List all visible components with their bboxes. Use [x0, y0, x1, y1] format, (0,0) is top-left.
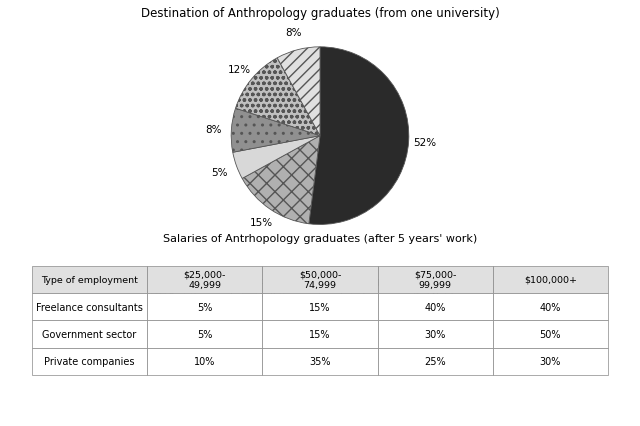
Text: 52%: 52%	[413, 138, 436, 148]
Text: 8%: 8%	[205, 125, 222, 135]
Wedge shape	[242, 136, 320, 224]
Text: 15%: 15%	[250, 218, 273, 228]
Wedge shape	[309, 48, 409, 225]
Title: Destination of Anthropology graduates (from one university): Destination of Anthropology graduates (f…	[141, 7, 499, 20]
Text: 8%: 8%	[285, 29, 301, 38]
Text: 5%: 5%	[211, 167, 228, 177]
Legend: Full-time work, Part-time work, Part-time work + postgrad study, Full-time postg: Full-time work, Part-time work, Part-tim…	[147, 273, 493, 305]
Text: The Chart Below Shows What Anthropology Graduates from One University: The Chart Below Shows What Anthropology …	[70, 397, 570, 410]
Wedge shape	[233, 136, 320, 179]
Title: Salaries of Antrhopology graduates (after 5 years' work): Salaries of Antrhopology graduates (afte…	[163, 233, 477, 244]
Wedge shape	[231, 109, 320, 153]
Text: 12%: 12%	[228, 65, 251, 75]
Wedge shape	[277, 48, 320, 136]
Wedge shape	[236, 59, 320, 136]
